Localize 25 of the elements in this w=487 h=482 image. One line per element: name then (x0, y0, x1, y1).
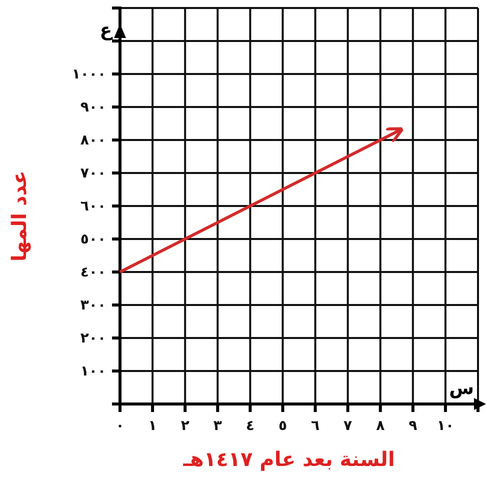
x-tick-label: ٩ (408, 418, 418, 434)
annotation: س (449, 378, 474, 399)
x-tick-label: ١ (148, 418, 157, 434)
y-tick-label: ١٠٠٠ (72, 66, 106, 82)
y-axis-title: عدد المها (7, 170, 31, 262)
text: ع (100, 20, 113, 41)
x-tick-label: ٢ (180, 418, 190, 434)
x-tick-label: ١٠ (436, 418, 454, 434)
y-tick-label: ٥٠٠ (80, 231, 106, 248)
y-tick-label: ٦٠٠ (80, 198, 106, 214)
y-tick-label: ١٠٠ (80, 363, 106, 380)
y-tick-label: ٨٠٠ (80, 132, 106, 148)
y-tick-label: ٩٠٠ (80, 99, 106, 116)
x-tick-label: ٥ (278, 418, 287, 434)
x-tick-label: ٤ (246, 418, 254, 434)
x-tick-label: ٣ (213, 418, 222, 434)
y-tick-label: ٣٠٠ (80, 297, 106, 314)
x-tick-label: ٦ (311, 418, 320, 434)
y-tick-label: ٢٠٠ (80, 330, 106, 346)
y-tick-label: ٧٠٠ (80, 165, 106, 182)
x-tick-label: ٧ (344, 418, 353, 434)
x-tick-label: ٨ (376, 418, 386, 434)
x-axis-title: السنة بعد عام ١٤١٧هـ (182, 447, 395, 471)
x-tick-label: ٠ (116, 418, 124, 434)
y-tick-label: ٤٠٠ (80, 264, 106, 280)
